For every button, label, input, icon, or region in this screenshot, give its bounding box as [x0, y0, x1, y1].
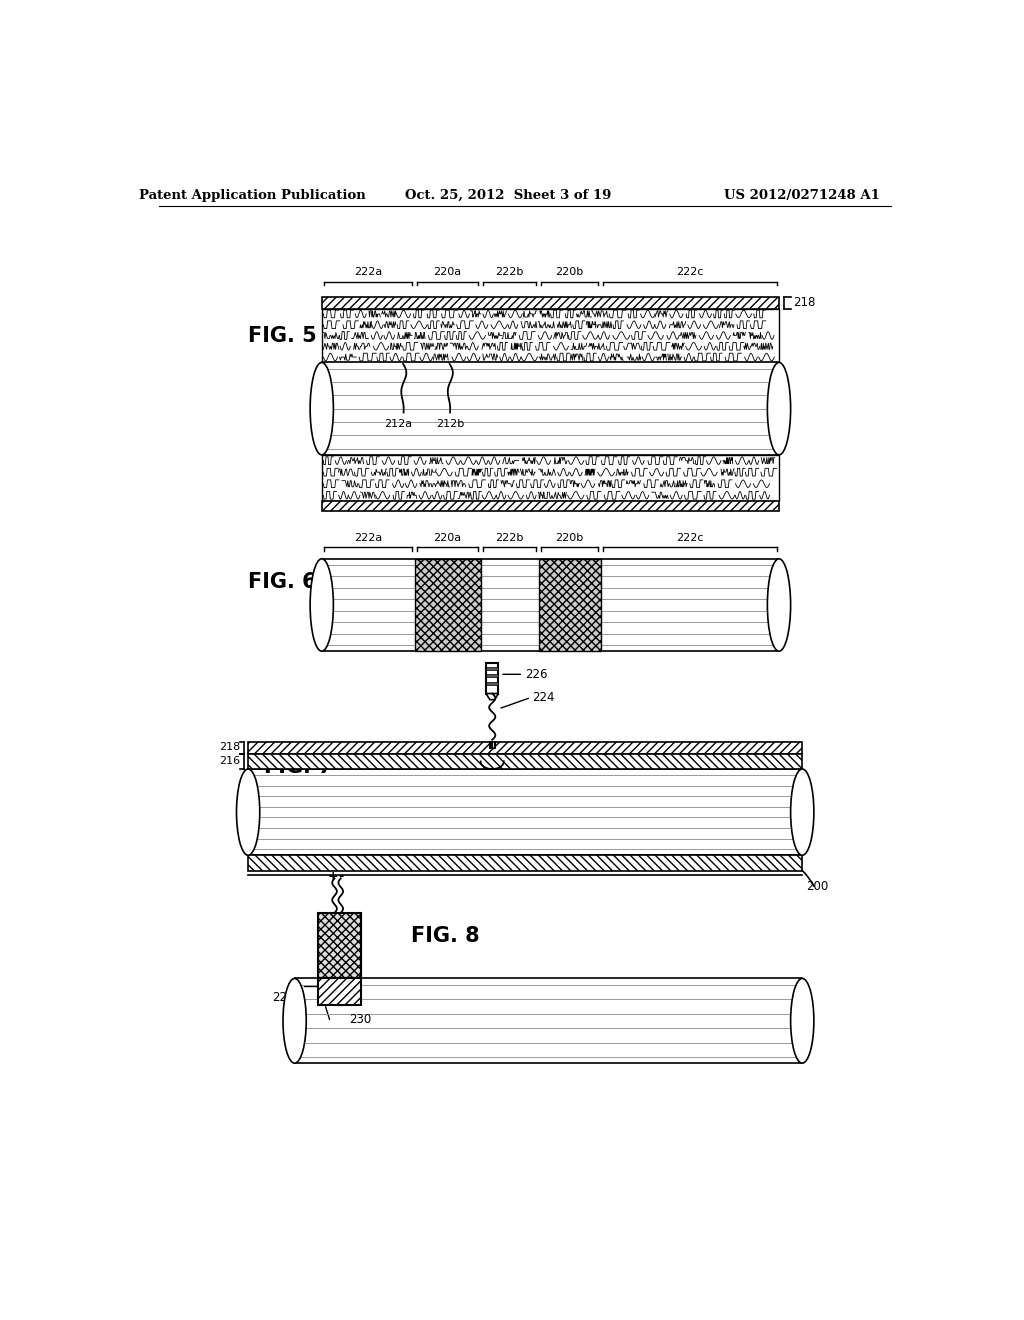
Text: 222b: 222b [496, 267, 524, 277]
Text: 216: 216 [219, 756, 241, 767]
Text: 226: 226 [525, 668, 548, 681]
Bar [486, 675, 499, 677]
Text: FIG. 5: FIG. 5 [248, 326, 316, 346]
Bar [317, 978, 360, 1006]
Bar [322, 297, 779, 309]
Text: 220b: 220b [556, 533, 584, 543]
Bar [248, 855, 802, 871]
Bar [322, 558, 779, 651]
Text: 222b: 222b [496, 533, 524, 543]
Ellipse shape [283, 978, 306, 1063]
Bar [248, 770, 802, 855]
Bar [539, 558, 601, 651]
Bar [486, 682, 499, 685]
Bar [415, 558, 480, 651]
Text: 222c: 222c [676, 267, 703, 277]
Text: Patent Application Publication: Patent Application Publication [138, 189, 366, 202]
Text: 220a: 220a [433, 533, 462, 543]
Text: 230: 230 [349, 1012, 371, 1026]
Text: US 2012/0271248 A1: US 2012/0271248 A1 [724, 189, 881, 202]
Bar [248, 754, 802, 770]
Bar [539, 558, 601, 651]
Text: 228: 228 [272, 991, 295, 1005]
Text: FIG. 6: FIG. 6 [248, 572, 316, 591]
Text: Oct. 25, 2012  Sheet 3 of 19: Oct. 25, 2012 Sheet 3 of 19 [404, 189, 611, 202]
Text: 222a: 222a [354, 267, 382, 277]
Ellipse shape [310, 558, 334, 651]
Ellipse shape [767, 558, 791, 651]
Bar [415, 558, 480, 651]
Text: 220a: 220a [433, 267, 462, 277]
Bar [322, 502, 779, 511]
Polygon shape [486, 693, 499, 700]
Text: -: - [338, 870, 343, 883]
Ellipse shape [310, 363, 334, 455]
Text: 224: 224 [532, 690, 555, 704]
Bar [486, 663, 499, 693]
Bar [248, 742, 802, 754]
Text: 222c: 222c [676, 533, 703, 543]
Text: FIG. 8: FIG. 8 [411, 927, 479, 946]
Ellipse shape [767, 363, 791, 455]
Ellipse shape [237, 770, 260, 855]
Text: 218: 218 [793, 296, 815, 309]
Bar [295, 978, 802, 1063]
Text: 212a: 212a [384, 418, 412, 429]
Bar [486, 667, 499, 669]
Ellipse shape [791, 978, 814, 1063]
Text: +: + [328, 870, 338, 883]
Text: 212b: 212b [436, 418, 465, 429]
Text: FIG. 7: FIG. 7 [263, 756, 332, 776]
Bar [317, 913, 360, 978]
Text: 218: 218 [219, 742, 241, 752]
Text: 200: 200 [806, 879, 828, 892]
Bar [322, 455, 779, 502]
Bar [322, 309, 779, 363]
Ellipse shape [791, 770, 814, 855]
Text: 222a: 222a [354, 533, 382, 543]
Text: 220b: 220b [556, 267, 584, 277]
Bar [322, 363, 779, 455]
